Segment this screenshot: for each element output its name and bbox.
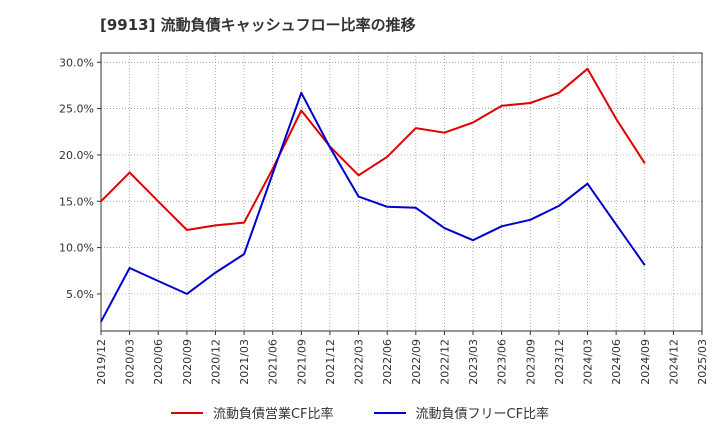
axes: 5.0% 10.0% 15.0% 20.0% 25.0% 30.0% 2019/12 2020… (59, 52, 709, 385)
legend-label-operating-cf: 流動負債営業CF比率 (212, 407, 334, 422)
legend-swatch-free-cf (373, 411, 406, 414)
x-tick-label: 2022/09 (410, 339, 423, 385)
legend-item-free-cf: 流動負債フリーCF比率 (373, 403, 550, 422)
legend: 流動負債営業CF比率 流動負債フリーCF比率 (0, 403, 720, 422)
x-tick-label: 2025/03 (696, 339, 709, 385)
chart-title: [9913] 流動負債キャッシュフロー比率の推移 (100, 16, 416, 34)
x-tick-label: 2020/12 (209, 339, 222, 385)
series-line-1 (100, 91, 646, 323)
x-tick-label: 2020/06 (152, 339, 165, 385)
x-tick-label: 2021/06 (267, 339, 280, 385)
x-tick-label: 2020/09 (181, 339, 194, 385)
series-line-0 (100, 67, 646, 231)
legend-label-free-cf: 流動負債フリーCF比率 (415, 407, 550, 422)
x-tick-label: 2021/09 (295, 339, 308, 385)
x-tick-label: 2022/06 (381, 339, 394, 385)
y-tick-label: 10.0% (59, 242, 94, 255)
plot-area-frame (100, 52, 703, 332)
y-tick-label: 20.0% (59, 149, 94, 162)
y-tick-label: 5.0% (66, 288, 94, 301)
legend-swatch-operating-cf (170, 411, 203, 414)
series-lines (100, 67, 646, 323)
x-tick-label: 2020/03 (124, 339, 137, 385)
x-tick-label: 2022/03 (353, 339, 366, 385)
x-tick-label: 2024/09 (639, 339, 652, 385)
x-tick-label: 2023/09 (524, 339, 537, 385)
x-tick-label: 2024/03 (582, 339, 595, 385)
y-tick-label: 30.0% (59, 56, 94, 69)
x-tick-label: 2021/12 (324, 339, 337, 385)
x-tick-label: 2021/03 (238, 339, 251, 385)
y-tick-label: 15.0% (59, 195, 94, 208)
x-tick-label: 2023/12 (553, 339, 566, 385)
y-tick-label: 25.0% (59, 103, 94, 116)
grid (101, 53, 702, 331)
x-tick-label: 2023/06 (496, 339, 509, 385)
x-tick-label: 2024/06 (610, 339, 623, 385)
x-tick-label: 2024/12 (667, 339, 680, 385)
x-tick-label: 2023/03 (467, 339, 480, 385)
x-tick-label: 2022/12 (438, 339, 451, 385)
legend-item-operating-cf: 流動負債営業CF比率 (170, 403, 334, 422)
x-tick-label: 2019/12 (95, 339, 108, 385)
